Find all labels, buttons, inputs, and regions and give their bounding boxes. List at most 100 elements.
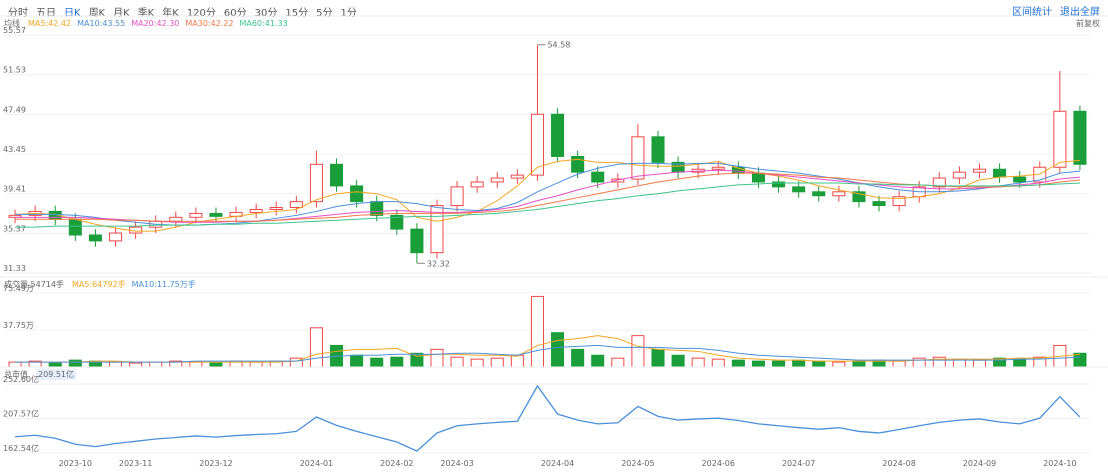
y-tick-label: 162.54亿 [3,443,39,453]
candle-body [631,136,645,180]
candle-body [330,163,344,187]
candle-body [972,168,987,173]
candle-body [852,191,866,203]
candle-body [571,155,585,173]
annotation: 54.58 [547,41,570,50]
volume-bar [812,360,826,368]
volume-bar [611,357,625,368]
y-tick-label: 55.57 [3,26,26,35]
volume-bar [571,348,585,368]
panel-title: 成交量 54714手 [4,279,64,289]
legend-entry: MA20:42.30 [131,19,179,28]
volume-bar [48,362,62,368]
legend-entry: MA30:42.22 [185,19,233,28]
ma-line [15,158,1081,232]
volume-bar [551,332,565,368]
candle-body [88,234,102,242]
ma-line [15,335,1081,363]
x-tick-label: 2023-10 [59,459,92,468]
volume-bar [370,357,384,368]
top-links: 区间统计 退出全屏 [1012,3,1100,18]
x-tick-label: 2024-10 [1043,459,1076,468]
volume-bar [631,335,645,368]
period-tab[interactable]: 5分 [316,8,333,19]
period-tab[interactable]: 30分 [254,8,278,19]
volume-bar [591,354,605,368]
candle-body [551,113,565,157]
volume-bar [430,348,444,368]
y-tick-label: 43.45 [3,145,26,154]
panel-title: 总市值 [4,369,28,379]
volume-bar [1013,358,1027,368]
volume-bar [68,359,82,368]
current-value: 209.51亿 [38,369,74,379]
volume-bar [530,295,544,368]
y-tick-label: 37.75万 [3,321,34,330]
candle-body [108,232,123,242]
volume-bar [108,361,123,368]
ma-line [15,172,1081,222]
candle-body [1013,176,1027,183]
volume-bar [731,359,745,368]
candle-body [390,214,404,230]
volume-bar [852,360,866,368]
volume-bar [249,361,263,368]
candle-body [269,207,283,210]
adjust-label: 前复权 [1076,18,1100,28]
x-tick-label: 2023-11 [119,459,152,468]
ma-line [15,169,1081,223]
y-tick-label: 252.60亿 [3,374,39,384]
candle-body [711,166,725,170]
candle-body [289,201,303,209]
candle-body [812,191,826,197]
period-tab[interactable]: 120分 [186,8,216,19]
x-tick-label: 2024-01 [300,459,333,468]
volume-bar [8,361,22,368]
volume-bar [149,361,163,368]
legend-entry: MA10:43.55 [77,19,125,28]
period-tab[interactable]: 分时 [8,8,28,19]
period-tab[interactable]: 日K [64,8,81,19]
volume-bar [129,362,143,368]
candle-body [209,212,223,217]
period-tab[interactable]: 五日 [36,8,56,19]
x-tick-label: 2023-12 [199,459,232,468]
period-tab[interactable]: 60分 [223,8,247,19]
current-value-box [36,369,76,380]
period-tab[interactable]: 1分 [340,8,357,19]
x-tick-label: 2024-07 [782,459,815,468]
y-tick-label: 39.41 [3,185,26,194]
period-tab[interactable]: 月K [113,8,130,19]
candle-body [249,208,263,213]
period-tab[interactable]: 季K [137,8,155,19]
volume-bar [309,327,323,368]
candle-body [952,171,966,179]
period-tab[interactable]: 15分 [285,8,309,19]
candle-body [1053,110,1067,168]
x-tick-label: 2024-05 [621,459,654,468]
ma-line [15,182,1080,228]
toolbar-link[interactable]: 区间统计 [1012,7,1052,18]
value-line [14,384,1081,452]
volume-bar [470,358,484,368]
volume-bar [1073,352,1087,368]
volume-bar [832,361,846,368]
volume-bar [350,354,364,368]
volume-bar [691,357,705,368]
candle-body [309,163,323,203]
volume-bar [751,360,766,368]
volume-bar [972,359,987,368]
x-tick-label: 2024-08 [882,459,915,468]
y-tick-label: 207.57亿 [3,409,39,419]
toolbar-link[interactable]: 退出全屏 [1060,7,1100,18]
period-tab[interactable]: 周K [88,8,106,19]
period-tab[interactable]: 年K [162,8,179,19]
x-tick-label: 2024-09 [963,459,996,468]
candle-body [932,177,946,188]
volume-bar [209,362,223,368]
volume-bar [671,354,685,368]
candle-body [872,201,886,207]
candle-body [530,113,544,176]
candle-body [490,177,504,183]
